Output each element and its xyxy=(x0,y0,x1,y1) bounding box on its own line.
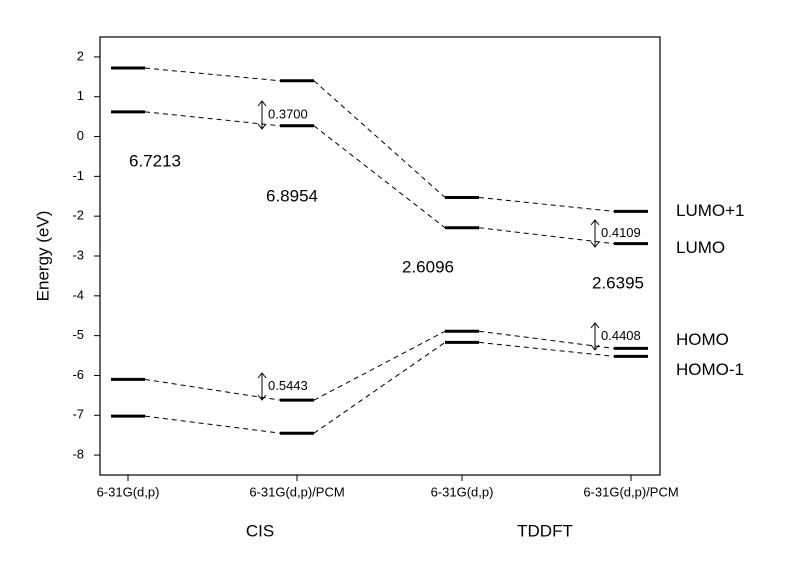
connector xyxy=(144,67,281,82)
level-name: LUMO+1 xyxy=(676,201,745,220)
gap-label: 2.6395 xyxy=(592,273,644,292)
arrow-head xyxy=(257,372,267,401)
y-tick-label: -7 xyxy=(72,407,84,422)
gap-label: 6.7213 xyxy=(129,151,181,170)
connector xyxy=(144,415,281,434)
y-tick-label: -2 xyxy=(72,208,84,223)
arrow-head xyxy=(590,322,600,351)
connector xyxy=(313,80,446,198)
arrow-head xyxy=(257,100,267,130)
level-name: LUMO xyxy=(676,238,725,257)
y-axis-label: Energy (eV) xyxy=(33,211,52,302)
y-tick-label: -8 xyxy=(72,447,84,462)
y-tick-label: 2 xyxy=(77,48,84,63)
y-tick-label: 1 xyxy=(77,88,84,103)
connector xyxy=(478,341,615,357)
plot-frame xyxy=(99,36,661,476)
gap-label: 6.8954 xyxy=(266,186,318,205)
x-tick-label: 6-31G(d,p)/PCM xyxy=(249,484,344,499)
group-label: TDDFT xyxy=(517,521,573,540)
y-tick-label: -5 xyxy=(72,327,84,342)
connector xyxy=(144,111,281,127)
y-tick-label: 0 xyxy=(77,128,84,143)
connector xyxy=(313,125,446,229)
connector xyxy=(478,330,615,349)
gap-label: 2.6096 xyxy=(402,257,454,276)
level-name: HOMO-1 xyxy=(676,360,744,379)
connector xyxy=(144,378,281,401)
split-label: 0.4408 xyxy=(601,328,641,343)
connector xyxy=(478,227,615,245)
y-tick-label: -4 xyxy=(72,287,84,302)
split-label: 0.5443 xyxy=(268,378,308,393)
y-tick-label: -3 xyxy=(72,247,84,262)
y-tick-label: -1 xyxy=(72,168,84,183)
level-name: HOMO xyxy=(676,330,729,349)
split-label: 0.3700 xyxy=(268,106,308,121)
x-tick-label: 6-31G(d,p) xyxy=(97,484,160,499)
x-tick-label: 6-31G(d,p)/PCM xyxy=(583,484,678,499)
connector xyxy=(313,341,446,434)
group-label: CIS xyxy=(246,521,274,540)
connector xyxy=(313,330,446,401)
y-tick-label: -6 xyxy=(72,367,84,382)
x-tick-label: 6-31G(d,p) xyxy=(431,484,494,499)
split-label: 0.4109 xyxy=(601,225,641,240)
connector xyxy=(478,196,615,212)
arrow-head xyxy=(590,219,600,248)
